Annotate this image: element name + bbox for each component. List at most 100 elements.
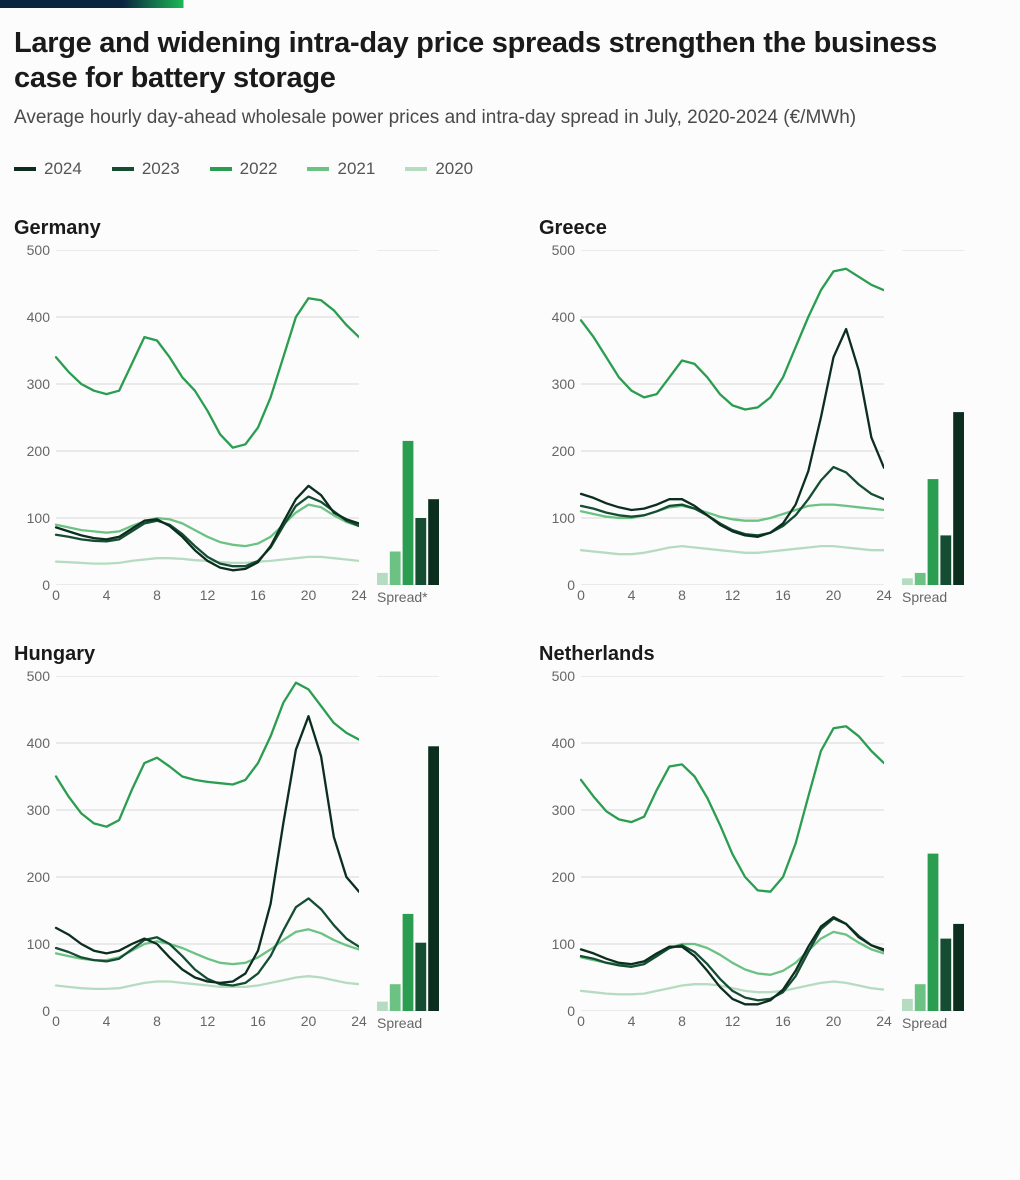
series-line-2024 bbox=[56, 716, 359, 983]
line-chart-svg bbox=[14, 250, 359, 585]
spread-bar-2024 bbox=[428, 746, 439, 1011]
y-tick-label: 500 bbox=[552, 242, 575, 258]
panel: Hungary010020030040050004812162024Spread bbox=[14, 643, 481, 1011]
y-tick-label: 0 bbox=[567, 577, 575, 593]
spread-bar-2023 bbox=[940, 938, 951, 1010]
x-tick-label: 8 bbox=[678, 587, 686, 603]
container: Large and widening intra-day price sprea… bbox=[0, 8, 1020, 1051]
y-tick-label: 300 bbox=[552, 802, 575, 818]
spread-bar-2021 bbox=[915, 984, 926, 1011]
y-tick-label: 300 bbox=[552, 376, 575, 392]
legend-label: 2022 bbox=[240, 159, 278, 179]
x-tick-label: 12 bbox=[725, 1013, 741, 1029]
y-tick-label: 0 bbox=[567, 1003, 575, 1019]
y-tick-label: 500 bbox=[27, 242, 50, 258]
y-axis-labels: 0100200300400500 bbox=[14, 676, 56, 1011]
y-tick-label: 300 bbox=[27, 802, 50, 818]
x-tick-label: 8 bbox=[153, 587, 161, 603]
x-tick-label: 0 bbox=[52, 1013, 60, 1029]
line-chart: 010020030040050004812162024 bbox=[14, 676, 359, 1011]
legend-label: 2023 bbox=[142, 159, 180, 179]
panel-title: Greece bbox=[539, 217, 1006, 240]
x-tick-label: 20 bbox=[826, 1013, 842, 1029]
line-chart: 010020030040050004812162024 bbox=[539, 250, 884, 585]
spread-bar-2020 bbox=[902, 578, 913, 585]
panel: Germany010020030040050004812162024Spread… bbox=[14, 217, 481, 585]
spread-chart: Spread* bbox=[377, 250, 439, 585]
y-tick-label: 300 bbox=[27, 376, 50, 392]
x-axis-labels: 04812162024 bbox=[581, 1013, 884, 1031]
y-tick-label: 400 bbox=[552, 735, 575, 751]
spread-bar-2022 bbox=[928, 853, 939, 1010]
y-tick-label: 200 bbox=[552, 443, 575, 459]
legend-label: 2021 bbox=[337, 159, 375, 179]
line-chart: 010020030040050004812162024 bbox=[14, 250, 359, 585]
panel-body: 010020030040050004812162024Spread bbox=[14, 676, 481, 1011]
spread-chart-svg bbox=[377, 250, 439, 585]
line-chart-svg bbox=[539, 250, 884, 585]
x-axis-labels: 04812162024 bbox=[56, 1013, 359, 1031]
spread-bar-2020 bbox=[377, 1001, 388, 1010]
y-axis-labels: 0100200300400500 bbox=[539, 250, 581, 585]
x-tick-label: 24 bbox=[351, 587, 367, 603]
x-tick-label: 0 bbox=[52, 587, 60, 603]
legend: 20242023202220212020 bbox=[14, 159, 1006, 179]
x-tick-label: 16 bbox=[250, 1013, 266, 1029]
x-tick-label: 12 bbox=[725, 587, 741, 603]
panel: Greece010020030040050004812162024Spread bbox=[539, 217, 1006, 585]
x-tick-label: 4 bbox=[628, 587, 636, 603]
spread-chart-svg bbox=[902, 250, 964, 585]
spread-label: Spread* bbox=[377, 589, 439, 605]
series-line-2021 bbox=[581, 932, 884, 975]
x-tick-label: 24 bbox=[351, 1013, 367, 1029]
x-tick-label: 24 bbox=[876, 587, 892, 603]
panel-title: Hungary bbox=[14, 643, 481, 666]
x-tick-label: 8 bbox=[153, 1013, 161, 1029]
y-tick-label: 400 bbox=[27, 309, 50, 325]
spread-bar-2024 bbox=[428, 499, 439, 585]
spread-bar-2023 bbox=[415, 942, 426, 1010]
x-tick-label: 16 bbox=[775, 1013, 791, 1029]
x-tick-label: 20 bbox=[301, 1013, 317, 1029]
spread-bar-2021 bbox=[390, 551, 401, 585]
spread-bar-2022 bbox=[403, 441, 414, 585]
legend-swatch bbox=[307, 167, 329, 171]
x-tick-label: 20 bbox=[826, 587, 842, 603]
series-line-2020 bbox=[581, 981, 884, 994]
x-axis-labels: 04812162024 bbox=[581, 587, 884, 605]
legend-swatch bbox=[112, 167, 134, 171]
panel: Netherlands010020030040050004812162024Sp… bbox=[539, 643, 1006, 1011]
x-tick-label: 4 bbox=[103, 587, 111, 603]
spread-bar-2022 bbox=[928, 479, 939, 585]
legend-item: 2022 bbox=[210, 159, 278, 179]
spread-bar-2024 bbox=[953, 412, 964, 585]
series-line-2022 bbox=[581, 726, 884, 891]
panel-body: 010020030040050004812162024Spread bbox=[539, 676, 1006, 1011]
series-line-2021 bbox=[56, 929, 359, 964]
line-chart-svg bbox=[539, 676, 884, 1011]
series-line-2023 bbox=[581, 467, 884, 535]
panels-grid: Germany010020030040050004812162024Spread… bbox=[14, 217, 1006, 1011]
spread-chart-svg bbox=[902, 676, 964, 1011]
spread-bar-2024 bbox=[953, 924, 964, 1011]
x-tick-label: 0 bbox=[577, 587, 585, 603]
y-tick-label: 100 bbox=[552, 510, 575, 526]
x-tick-label: 8 bbox=[678, 1013, 686, 1029]
x-tick-label: 16 bbox=[250, 587, 266, 603]
y-tick-label: 200 bbox=[552, 869, 575, 885]
spread-bar-2020 bbox=[377, 573, 388, 585]
y-tick-label: 200 bbox=[27, 869, 50, 885]
legend-swatch bbox=[210, 167, 232, 171]
spread-bar-2021 bbox=[390, 984, 401, 1011]
spread-bar-2023 bbox=[415, 518, 426, 585]
legend-item: 2024 bbox=[14, 159, 82, 179]
x-tick-label: 12 bbox=[200, 587, 216, 603]
series-line-2023 bbox=[56, 898, 359, 985]
x-tick-label: 0 bbox=[577, 1013, 585, 1029]
spread-bar-2021 bbox=[915, 573, 926, 585]
spread-chart: Spread bbox=[377, 676, 439, 1011]
page-title: Large and widening intra-day price sprea… bbox=[14, 26, 954, 97]
line-chart: 010020030040050004812162024 bbox=[539, 676, 884, 1011]
spread-bar-2020 bbox=[902, 999, 913, 1011]
series-line-2020 bbox=[581, 546, 884, 554]
